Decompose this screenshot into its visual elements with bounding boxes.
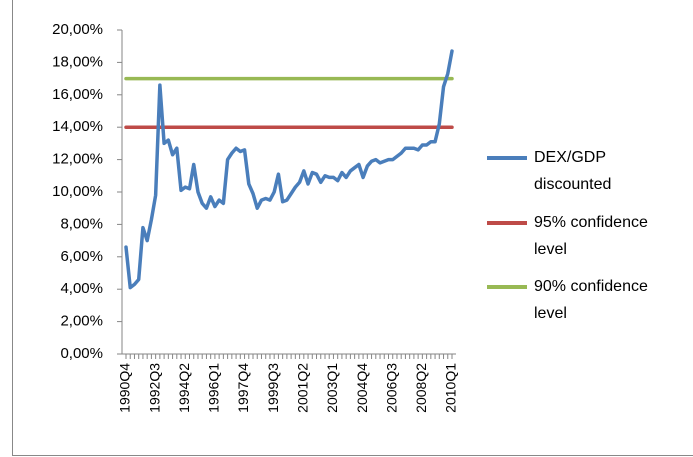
- legend-swatch: [487, 156, 527, 160]
- y-tick-label: 10,00%: [52, 183, 103, 200]
- y-tick-label: 14,00%: [52, 118, 103, 135]
- x-tick-label: 2001Q2: [295, 363, 311, 413]
- legend-label: DEX/GDP discounted: [534, 149, 612, 193]
- y-tick-label: 8,00%: [60, 215, 103, 232]
- chart-border: [12, 0, 693, 456]
- legend-item: DEX/GDP discounted: [487, 144, 687, 198]
- x-tick-label: 1997Q4: [235, 363, 251, 413]
- x-tick-label: 1990Q4: [117, 363, 133, 413]
- legend-swatch: [487, 285, 527, 289]
- legend-swatch: [487, 221, 527, 225]
- x-tick-label: 1994Q2: [176, 363, 192, 413]
- y-tick-label: 12,00%: [52, 151, 103, 168]
- y-tick-label: 18,00%: [52, 53, 103, 70]
- legend-item: 95% confidence level: [487, 209, 687, 263]
- x-tick-label: 1996Q1: [206, 363, 222, 413]
- y-tick-label: 16,00%: [52, 86, 103, 103]
- y-tick-label: 20,00%: [52, 21, 103, 38]
- x-tick-label: 1992Q3: [146, 363, 162, 413]
- y-tick-label: 6,00%: [60, 248, 103, 265]
- x-tick-label: 2010Q1: [443, 363, 459, 413]
- x-tick-label: 2006Q3: [383, 363, 399, 413]
- legend-label: 90% confidence level: [534, 278, 648, 322]
- legend-label: 95% confidence level: [534, 214, 648, 258]
- y-tick-label: 2,00%: [60, 313, 103, 330]
- data-line: [124, 49, 454, 290]
- y-tick-label: 0,00%: [60, 345, 103, 362]
- y-tick-label: 4,00%: [60, 280, 103, 297]
- x-tick-label: 2004Q4: [354, 363, 370, 413]
- x-tick-label: 1999Q3: [265, 363, 281, 413]
- legend-item: 90% confidence level: [487, 273, 687, 327]
- x-tick-label: 2003Q1: [324, 363, 340, 413]
- x-tick-label: 2008Q2: [413, 363, 429, 413]
